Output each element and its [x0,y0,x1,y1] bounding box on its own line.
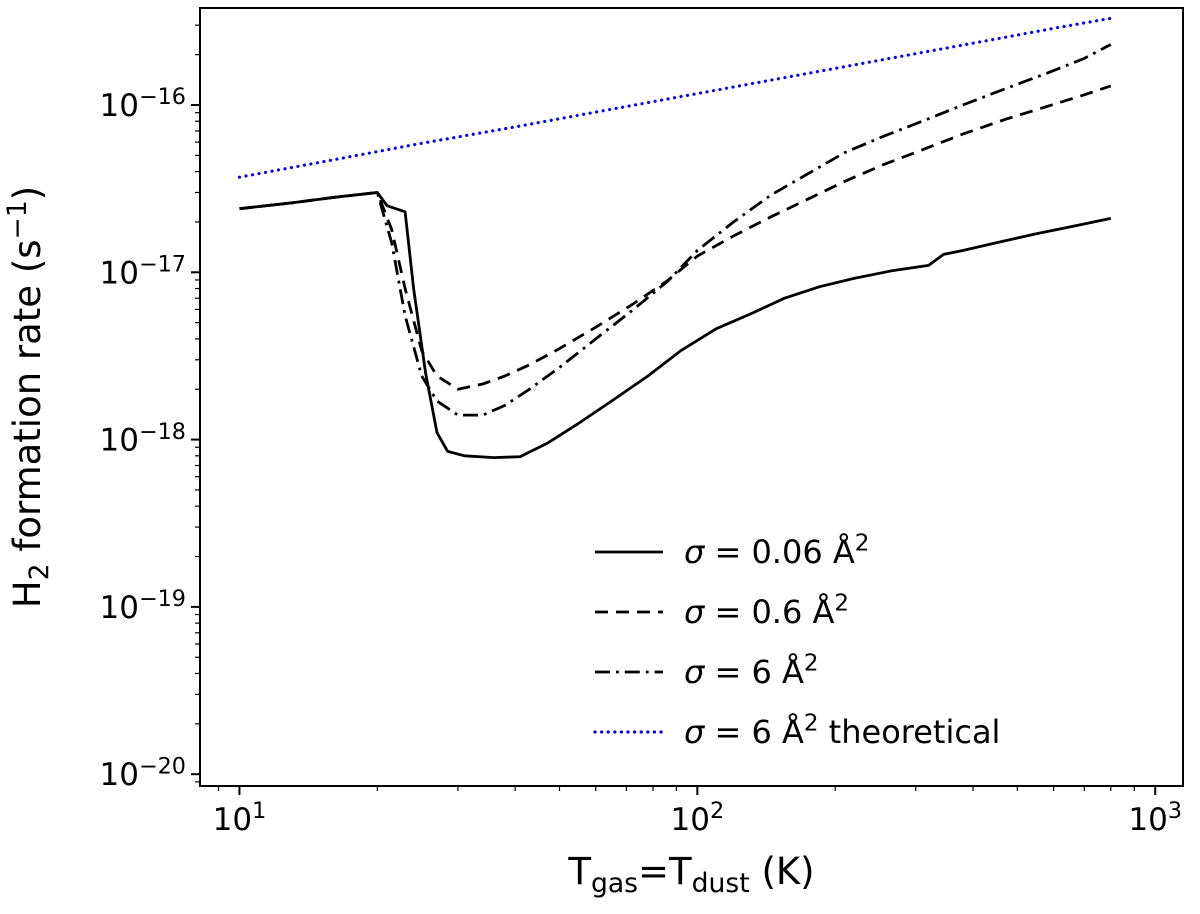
series-line-3 [237,16,1113,179]
series-line-0 [239,191,1112,460]
legend-label-3: σ = 6 Å2 theoretical [684,711,1000,751]
legend-label-2: σ = 6 Å2 [684,651,819,691]
y-axis-label: H2 formation rate (s−1) [2,186,55,608]
legend-label-1: σ = 0.6 Å2 [684,591,849,631]
x-tick-label: 102 [671,798,725,838]
legend-label-0: σ = 0.06 Å2 [684,531,869,571]
y-tick-label: 10−20 [99,753,186,793]
series-line-2 [239,43,1112,417]
y-tick-label: 10−18 [99,419,186,459]
x-axis-label: Tgas=Tdust (K) [567,850,814,899]
y-tick-label: 10−17 [99,252,186,292]
y-tick-label: 10−16 [99,84,186,124]
x-axis: 101 102 103 [213,786,1182,838]
y-axis: 10−16 10−17 10−18 10−19 10−20 [99,24,200,793]
x-tick-label: 101 [213,798,267,838]
y-tick-label: 10−19 [99,586,186,626]
legend: σ = 0.06 Å2 σ = 0.6 Å2 σ = 6 Å2 σ = 6 Å2 th… [593,531,1000,751]
series-line-1 [239,84,1112,391]
x-tick-label: 103 [1128,798,1182,838]
plot-border [199,7,1184,787]
